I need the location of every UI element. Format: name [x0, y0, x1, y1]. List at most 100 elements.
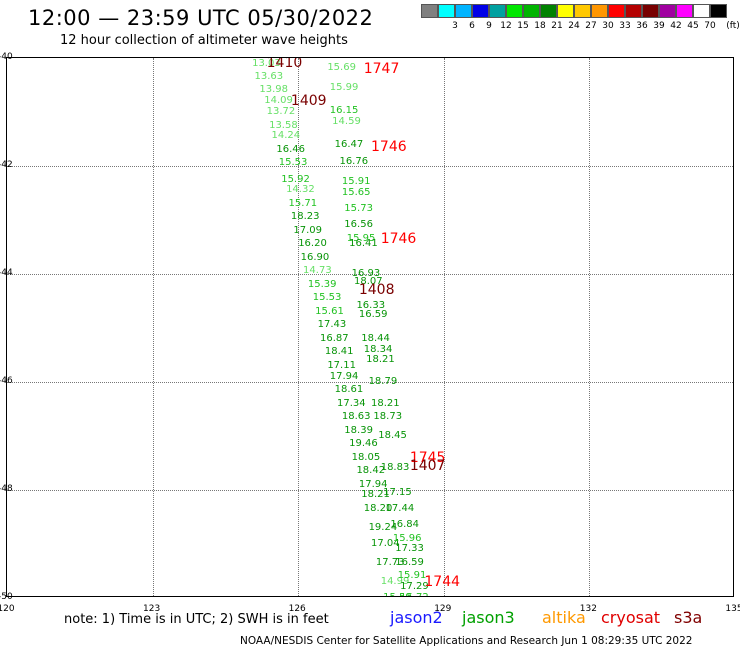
legend-label: 6 [469, 21, 475, 31]
map-title: 12:00 — 23:59 UTC 05/30/2022 [28, 6, 374, 30]
wave-height-value: 17.94 [358, 478, 388, 490]
wave-height-value: 18.61 [334, 384, 364, 396]
legend-label: 9 [486, 21, 492, 31]
wave-height-value: 15.72 [400, 593, 429, 597]
longitude-gridline [443, 58, 445, 596]
wave-height-value: 17.09 [293, 224, 322, 236]
legend-label: 3 [452, 21, 458, 31]
wave-height-value: 18.79 [368, 376, 398, 387]
legend-swatch [523, 4, 540, 18]
wave-height-value: 17.34 [337, 397, 366, 409]
legend-label: 15 [517, 21, 529, 31]
pass-time-label: 1408 [358, 282, 395, 299]
wave-height-value: 17.33 [395, 543, 424, 555]
legend-swatch [642, 4, 659, 18]
legend-swatch [574, 4, 591, 18]
wave-height-value: 17.43 [317, 319, 347, 331]
longitude-tick-label: 123 [143, 604, 161, 614]
legend-label: 36 [636, 21, 648, 31]
latitude-tick-label: -44 [0, 268, 13, 278]
satellite-name: jason2 [390, 608, 443, 627]
legend-label: 24 [568, 21, 580, 31]
legend-swatch [540, 4, 557, 18]
legend-swatch [693, 4, 710, 18]
pass-time-label: 1409 [290, 93, 327, 110]
wave-height-value: 16.56 [344, 219, 373, 231]
wave-height-value: 15.91 [397, 570, 427, 582]
wave-height-value: 16.47 [334, 139, 364, 151]
wave-height-value: 16.15 [329, 104, 359, 116]
longitude-gridline [589, 58, 591, 596]
wave-height-value: 18.83 [380, 462, 410, 474]
satellite-name: s3a [674, 608, 703, 627]
wave-height-value: 14.24 [271, 130, 301, 142]
wave-height-value: 18.07 [354, 276, 383, 288]
latitude-gridline [7, 382, 733, 383]
longitude-tick-label: 120 [0, 604, 15, 614]
legend-label: 21 [551, 21, 563, 31]
legend-swatch [608, 4, 625, 18]
legend-swatch [591, 4, 608, 18]
satellite-name: jason3 [462, 608, 515, 627]
wave-height-value: 18.63 [341, 411, 371, 423]
wave-height-value: 15.96 [392, 532, 422, 544]
pass-time-label: 1747 [363, 60, 400, 77]
pass-time-label: 1746 [380, 230, 417, 247]
wave-height-value: 19.24 [368, 521, 398, 533]
wave-height-value: 18.73 [373, 411, 403, 423]
footnote: note: 1) Time is in UTC; 2) SWH is in fe… [64, 612, 329, 627]
legend-swatch [557, 4, 574, 18]
legend-label: 70 [704, 21, 716, 31]
wave-height-value: 14.09 [264, 95, 293, 107]
legend-label: 27 [585, 21, 597, 31]
longitude-gridline [152, 58, 154, 596]
wave-height-value: 17.44 [385, 502, 415, 514]
legend-swatch [676, 4, 693, 18]
wave-height-value: 15.59 [383, 593, 412, 597]
wave-height-value: 18.23 [290, 211, 320, 223]
pass-time-label: 1746 [371, 139, 407, 156]
wave-height-value: 17.15 [383, 486, 412, 498]
wave-height-value: 15.53 [312, 292, 342, 304]
wave-height-value: 16.20 [298, 238, 327, 250]
satellite-name: cryosat [601, 608, 661, 627]
credit-line: NOAA/NESDIS Center for Satellite Applica… [240, 635, 693, 647]
wave-height-value: 13.63 [254, 70, 284, 82]
wave-height-value: 17.11 [327, 359, 356, 371]
latitude-tick-label: -48 [0, 484, 13, 494]
wave-height-value: 14.32 [286, 184, 315, 196]
pass-time-label: 1407 [409, 457, 446, 474]
legend-swatch [472, 4, 489, 18]
legend-swatch [489, 4, 506, 18]
pass-time-label: 1745 [409, 449, 446, 466]
wave-height-value: 14.59 [332, 115, 361, 127]
wave-height-value: 16.41 [349, 238, 378, 250]
legend-label: 39 [653, 21, 665, 31]
wave-height-value: 18.44 [361, 332, 390, 344]
longitude-tick-label: 126 [288, 604, 306, 614]
latitude-tick-label: -46 [0, 376, 13, 386]
wave-height-value: 18.34 [363, 343, 393, 355]
legend-swatch [455, 4, 472, 18]
pass-time-label: 1410 [266, 57, 303, 72]
wave-height-value: 16.59 [395, 556, 424, 568]
wave-height-value: 15.61 [315, 305, 344, 317]
pass-time-label: 1744 [424, 573, 461, 590]
legend-unit: (ft) [726, 21, 740, 31]
wave-height-value: 16.84 [390, 519, 420, 531]
wave-height-value: 15.69 [327, 61, 356, 73]
wave-height-value: 16.33 [356, 300, 386, 312]
legend-label: 12 [500, 21, 512, 31]
wave-height-value: 17.04 [371, 538, 400, 549]
color-legend-labels: 3 6 9 12 15 18 21 24 27 30 33 36 39 42 45 70 (ft) [421, 0, 740, 40]
wave-height-value: 19.46 [349, 438, 378, 450]
wave-height-value: 18.39 [344, 424, 373, 436]
wave-height-value: 18.05 [351, 451, 381, 463]
legend-swatch [506, 4, 523, 18]
legend-label: 42 [670, 21, 682, 31]
wave-height-value: 16.46 [276, 143, 305, 155]
wave-height-value: 16.93 [351, 268, 381, 279]
wave-height-value: 18.21 [371, 397, 400, 409]
legend-swatch [625, 4, 642, 18]
wave-height-value: 18.20 [363, 502, 393, 514]
